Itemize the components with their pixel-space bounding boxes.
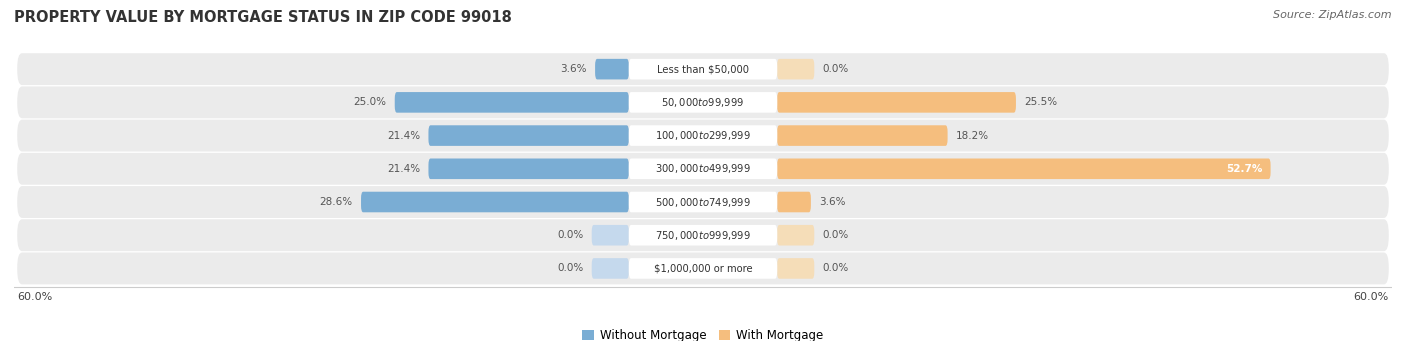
FancyBboxPatch shape [429,159,628,179]
Text: $100,000 to $299,999: $100,000 to $299,999 [655,129,751,142]
FancyBboxPatch shape [395,92,628,113]
Text: $300,000 to $499,999: $300,000 to $499,999 [655,162,751,175]
Text: $750,000 to $999,999: $750,000 to $999,999 [655,229,751,242]
FancyBboxPatch shape [778,159,1271,179]
Text: 52.7%: 52.7% [1226,164,1263,174]
FancyBboxPatch shape [17,120,1389,151]
FancyBboxPatch shape [17,53,1389,85]
Text: 28.6%: 28.6% [319,197,353,207]
FancyBboxPatch shape [628,159,778,179]
Text: PROPERTY VALUE BY MORTGAGE STATUS IN ZIP CODE 99018: PROPERTY VALUE BY MORTGAGE STATUS IN ZIP… [14,10,512,25]
Text: Less than $50,000: Less than $50,000 [657,64,749,74]
Text: 21.4%: 21.4% [387,131,420,140]
Text: 21.4%: 21.4% [387,164,420,174]
FancyBboxPatch shape [778,125,948,146]
Text: 18.2%: 18.2% [956,131,990,140]
FancyBboxPatch shape [592,225,628,246]
FancyBboxPatch shape [17,86,1389,118]
FancyBboxPatch shape [778,92,1017,113]
FancyBboxPatch shape [628,258,778,279]
FancyBboxPatch shape [628,225,778,246]
Text: 3.6%: 3.6% [820,197,846,207]
Text: 0.0%: 0.0% [823,230,849,240]
FancyBboxPatch shape [778,258,814,279]
Text: $500,000 to $749,999: $500,000 to $749,999 [655,195,751,208]
FancyBboxPatch shape [17,252,1389,284]
Text: 25.0%: 25.0% [353,98,387,107]
FancyBboxPatch shape [592,258,628,279]
FancyBboxPatch shape [17,153,1389,185]
FancyBboxPatch shape [17,186,1389,218]
FancyBboxPatch shape [628,59,778,79]
FancyBboxPatch shape [778,225,814,246]
Text: 25.5%: 25.5% [1025,98,1057,107]
Text: 60.0%: 60.0% [17,292,52,302]
FancyBboxPatch shape [429,125,628,146]
Text: 3.6%: 3.6% [560,64,586,74]
FancyBboxPatch shape [628,192,778,212]
FancyBboxPatch shape [595,59,628,79]
FancyBboxPatch shape [628,125,778,146]
FancyBboxPatch shape [361,192,628,212]
FancyBboxPatch shape [778,59,814,79]
FancyBboxPatch shape [778,192,811,212]
Legend: Without Mortgage, With Mortgage: Without Mortgage, With Mortgage [578,325,828,341]
Text: 0.0%: 0.0% [557,230,583,240]
FancyBboxPatch shape [628,92,778,113]
Text: 0.0%: 0.0% [823,264,849,273]
Text: $50,000 to $99,999: $50,000 to $99,999 [661,96,745,109]
Text: Source: ZipAtlas.com: Source: ZipAtlas.com [1274,10,1392,20]
Text: $1,000,000 or more: $1,000,000 or more [654,264,752,273]
FancyBboxPatch shape [17,219,1389,251]
Text: 0.0%: 0.0% [823,64,849,74]
Text: 0.0%: 0.0% [557,264,583,273]
Text: 60.0%: 60.0% [1354,292,1389,302]
